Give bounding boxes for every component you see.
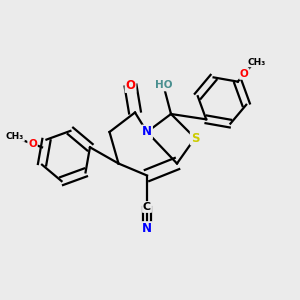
Text: N: N — [142, 125, 152, 139]
Text: O: O — [240, 69, 249, 79]
Text: S: S — [191, 131, 199, 145]
Text: CH₃: CH₃ — [6, 132, 24, 141]
Text: N: N — [142, 222, 152, 235]
Text: C: C — [143, 202, 151, 212]
Text: HO: HO — [155, 80, 172, 91]
Text: CH₃: CH₃ — [248, 58, 266, 67]
Text: O: O — [125, 79, 136, 92]
Text: O: O — [28, 139, 37, 149]
